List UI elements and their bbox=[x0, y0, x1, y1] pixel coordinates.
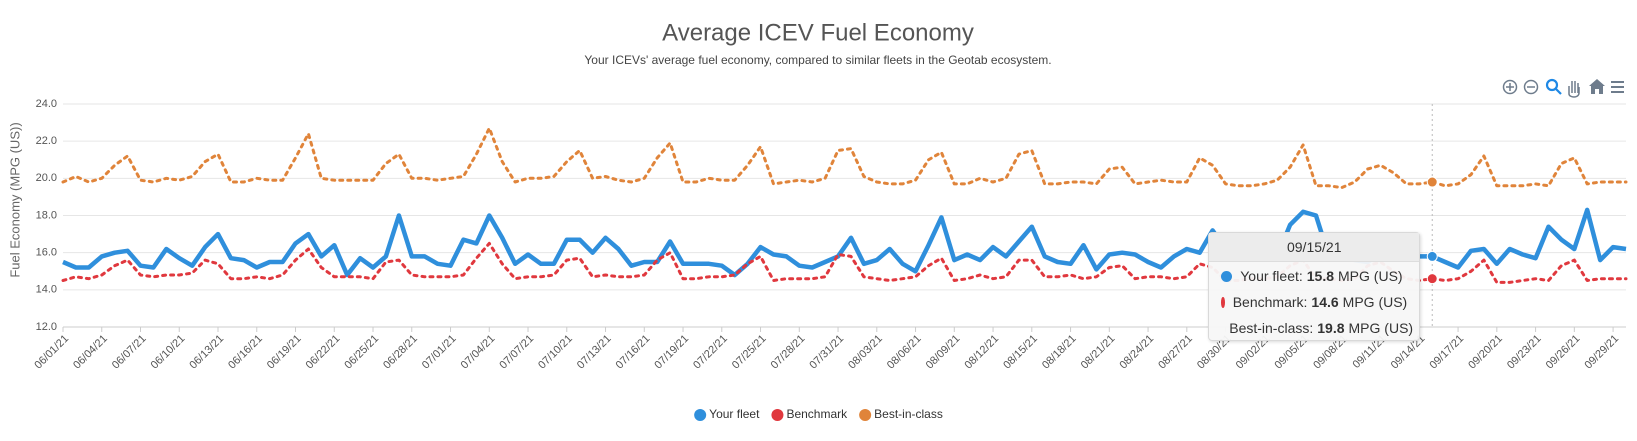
x-tick-label: 08/15/21 bbox=[1001, 333, 1040, 372]
legend: Your fleet Benchmark Best-in-class bbox=[694, 407, 943, 421]
tooltip-row: Best-in-class: 19.8 MPG (US) bbox=[1209, 314, 1419, 340]
legend-marker bbox=[694, 409, 707, 421]
x-tick-label: 08/18/21 bbox=[1040, 333, 1079, 372]
x-tick-label: 06/01/21 bbox=[32, 333, 71, 372]
x-tick-label: 07/04/21 bbox=[459, 333, 498, 372]
x-tick-label: 07/31/21 bbox=[807, 333, 846, 372]
legend-marker bbox=[859, 409, 872, 421]
x-tick-label: 07/25/21 bbox=[730, 333, 769, 372]
x-tick-label: 08/03/21 bbox=[846, 333, 885, 372]
x-tick-label: 09/29/21 bbox=[1582, 333, 1621, 372]
x-tick-label: 07/19/21 bbox=[652, 333, 691, 372]
x-tick-label: 07/16/21 bbox=[614, 333, 653, 372]
legend-label: Benchmark bbox=[786, 407, 848, 421]
zoom-out-button[interactable] bbox=[1523, 79, 1539, 95]
x-tick-label: 07/01/21 bbox=[420, 333, 459, 372]
x-tick-label: 06/04/21 bbox=[71, 333, 110, 372]
legend-label: Best-in-class bbox=[874, 407, 943, 421]
pan-button[interactable] bbox=[1568, 81, 1580, 98]
tooltip-value: 19.8 bbox=[1317, 320, 1345, 336]
hover-point bbox=[1426, 273, 1438, 285]
chart-subtitle: Your ICEVs' average fuel economy, compar… bbox=[584, 53, 1051, 67]
tooltip-value: 15.8 bbox=[1306, 268, 1335, 284]
y-tick-label: 18.0 bbox=[36, 209, 57, 221]
x-tick-label: 08/27/21 bbox=[1156, 333, 1195, 372]
x-tick-label: 06/13/21 bbox=[187, 333, 226, 372]
y-axis-title: Fuel Economy (MPG (US)) bbox=[7, 122, 22, 277]
x-tick-label: 07/10/21 bbox=[536, 333, 575, 372]
tooltip-label: Best-in-class: bbox=[1229, 320, 1314, 336]
x-tick-label: 09/26/21 bbox=[1544, 333, 1583, 372]
series-line bbox=[61, 126, 1628, 190]
x-tick-label: 09/20/21 bbox=[1466, 333, 1505, 372]
zoom-in-button[interactable] bbox=[1502, 79, 1518, 95]
x-tick-label: 06/19/21 bbox=[265, 333, 304, 372]
legend-marker bbox=[771, 409, 784, 421]
x-tick-label: 07/28/21 bbox=[769, 333, 808, 372]
legend-item[interactable]: Best-in-class bbox=[859, 407, 943, 421]
y-tick-label: 20.0 bbox=[36, 172, 57, 184]
tooltip: 09/15/21 Your fleet: 15.8 MPG (US) Benchmark… bbox=[1208, 232, 1421, 341]
toolbar bbox=[1502, 78, 1624, 98]
tooltip-label: Benchmark: bbox=[1232, 294, 1308, 310]
tooltip-unit: MPG (US) bbox=[1348, 320, 1414, 336]
x-tick-label: 06/22/21 bbox=[304, 333, 343, 372]
tooltip-unit: MPG (US) bbox=[1338, 268, 1403, 284]
x-tick-label: 07/13/21 bbox=[575, 333, 614, 372]
x-tick-label: 08/09/21 bbox=[924, 333, 963, 372]
legend-item[interactable]: Your fleet bbox=[694, 407, 760, 421]
x-tick-label: 09/17/21 bbox=[1427, 333, 1466, 372]
x-tick-label: 08/12/21 bbox=[962, 333, 1001, 372]
y-tick-label: 24.0 bbox=[36, 98, 57, 110]
x-tick-label: 07/22/21 bbox=[691, 333, 730, 372]
chart-title: Average ICEV Fuel Economy bbox=[662, 19, 974, 46]
y-tick-label: 16.0 bbox=[36, 247, 57, 259]
legend-item[interactable]: Benchmark bbox=[771, 407, 848, 421]
tooltip-title: 09/15/21 bbox=[1209, 233, 1420, 262]
x-tick-label: 06/25/21 bbox=[342, 333, 381, 372]
tooltip-row: Your fleet: 15.8 MPG (US) bbox=[1209, 262, 1419, 288]
y-tick-label: 12.0 bbox=[36, 321, 57, 333]
zoom-select-button[interactable] bbox=[1545, 78, 1562, 95]
legend-label: Your fleet bbox=[709, 407, 760, 421]
tooltip-row: Benchmark: 14.6 MPG (US) bbox=[1209, 288, 1419, 314]
tooltip-marker bbox=[1221, 270, 1233, 282]
hover-point bbox=[1426, 176, 1438, 188]
x-tick-label: 08/21/21 bbox=[1079, 333, 1118, 372]
y-tick-label: 22.0 bbox=[36, 135, 57, 147]
x-tick-label: 06/28/21 bbox=[381, 333, 420, 372]
tooltip-unit: MPG (US) bbox=[1342, 294, 1408, 310]
x-tick-label: 06/07/21 bbox=[110, 333, 149, 372]
menu-button[interactable] bbox=[1611, 81, 1624, 93]
x-tick-label: 06/16/21 bbox=[226, 333, 265, 372]
tooltip-value: 14.6 bbox=[1311, 294, 1339, 310]
x-tick-label: 08/06/21 bbox=[885, 333, 924, 372]
hover-point bbox=[1426, 250, 1438, 262]
x-tick-label: 09/23/21 bbox=[1505, 333, 1544, 372]
reset-button[interactable] bbox=[1589, 79, 1605, 94]
x-tick-label: 08/24/21 bbox=[1117, 333, 1156, 372]
x-tick-label: 06/10/21 bbox=[149, 333, 188, 372]
y-tick-label: 14.0 bbox=[36, 284, 57, 296]
tooltip-marker bbox=[1221, 296, 1225, 308]
tooltip-label: Your fleet: bbox=[1240, 268, 1303, 284]
x-tick-label: 07/07/21 bbox=[497, 333, 536, 372]
